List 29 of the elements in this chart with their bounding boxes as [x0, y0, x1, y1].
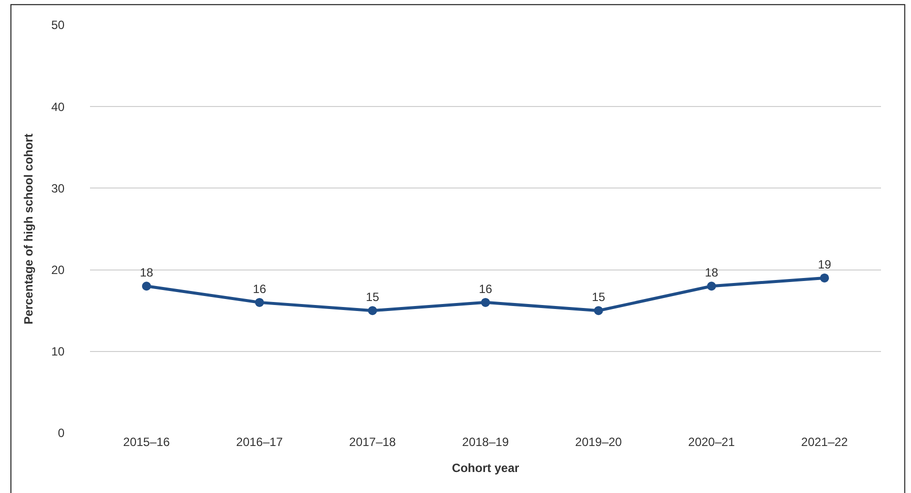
x-tick-label: 2019–20 — [575, 435, 622, 449]
data-label: 16 — [478, 282, 492, 296]
data-label: 18 — [704, 265, 718, 280]
point — [368, 306, 377, 316]
y-tick-label: 10 — [51, 344, 65, 359]
point — [707, 282, 716, 291]
point — [820, 273, 829, 282]
x-tick-label: 2018–19 — [462, 435, 510, 449]
x-tick-label: 2017–18 — [349, 435, 396, 449]
y-tick-label: 0 — [58, 426, 65, 440]
y-tick-label: 40 — [51, 100, 65, 114]
point — [594, 306, 603, 316]
x-tick-label: 2016–17 — [236, 435, 284, 449]
y-tick-label: 50 — [51, 18, 65, 32]
data-label: 18 — [140, 265, 154, 280]
x-tick-label: 2015–16 — [123, 435, 170, 449]
point — [142, 282, 151, 291]
data-label: 19 — [818, 257, 832, 272]
data-label: 15 — [592, 290, 606, 304]
y-tick-label: 30 — [51, 181, 65, 196]
x-tick-label: 2020–21 — [688, 435, 736, 449]
point — [481, 298, 490, 307]
data-label: 16 — [252, 282, 266, 296]
y-tick-label: 20 — [51, 263, 65, 277]
data-label: 15 — [366, 290, 380, 304]
point — [255, 298, 264, 307]
x-axis-title: Cohort year — [452, 460, 520, 475]
x-tick-label: 2021–22 — [801, 435, 848, 449]
y-axis-title: Percentage of high school cohort — [22, 134, 36, 324]
